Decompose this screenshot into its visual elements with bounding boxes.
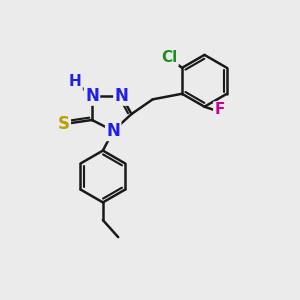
- Text: H: H: [69, 74, 82, 89]
- Text: Cl: Cl: [161, 50, 178, 65]
- Text: F: F: [214, 103, 225, 118]
- Text: N: N: [106, 122, 120, 140]
- Text: N: N: [115, 86, 128, 104]
- Text: S: S: [58, 115, 70, 133]
- Text: N: N: [85, 86, 99, 104]
